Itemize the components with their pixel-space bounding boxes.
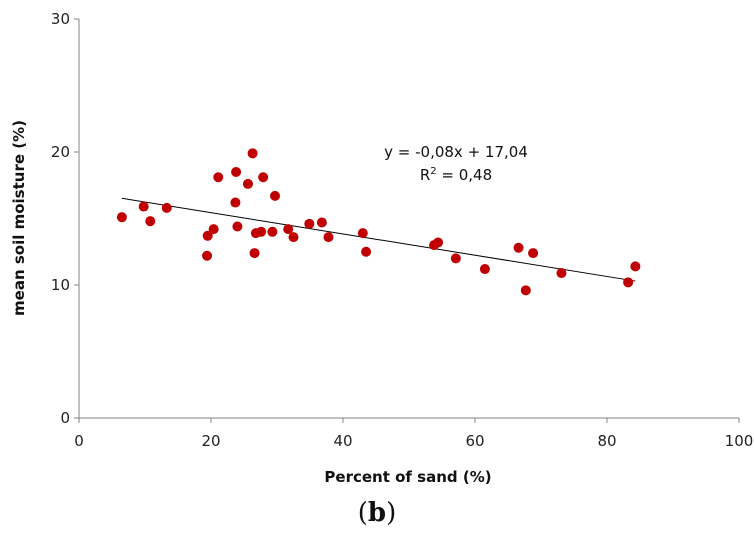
data-point [213, 172, 224, 183]
data-point [528, 248, 539, 259]
x-tick-label: 100 [725, 432, 754, 450]
y-tick-label: 0 [60, 409, 70, 427]
data-point [267, 226, 278, 237]
regression-equation: y = -0,08x + 17,04 [384, 143, 528, 161]
r-squared-value: = 0,48 [437, 166, 493, 184]
data-point [202, 250, 213, 261]
data-point [361, 246, 372, 257]
y-axis-title: mean soil moisture (%) [10, 120, 28, 316]
caption-open-paren: ( [357, 498, 368, 528]
data-point [450, 253, 461, 264]
caption-close-paren: ) [386, 498, 397, 528]
y-tick-label: 30 [51, 10, 70, 28]
data-point [247, 148, 258, 159]
caption-letter: b [367, 498, 387, 528]
data-point [623, 277, 634, 288]
data-point [357, 228, 368, 239]
x-tick-label: 20 [201, 432, 220, 450]
data-point [556, 268, 567, 279]
data-point [256, 226, 267, 237]
x-tick-label: 0 [74, 432, 84, 450]
data-point [479, 264, 490, 275]
data-point [304, 218, 315, 229]
y-tick-label: 10 [51, 276, 70, 294]
data-point [145, 216, 156, 227]
r-squared-label: R2 = 0,48 [420, 166, 492, 184]
trendline [121, 197, 636, 282]
ticks: 0 10 20 30 0 20 40 60 80 100 [51, 10, 753, 450]
figure-caption: (b) [0, 498, 754, 528]
data-point [161, 202, 172, 213]
data-point [202, 230, 213, 241]
data-point [283, 224, 294, 235]
data-point [242, 178, 253, 189]
data-points [116, 148, 641, 296]
x-axis-title: Percent of sand (%) [324, 468, 491, 486]
data-point [270, 190, 281, 201]
data-point [230, 197, 241, 208]
data-point [323, 232, 334, 243]
data-point [433, 237, 444, 248]
x-tick-label: 60 [465, 432, 484, 450]
data-point [231, 166, 242, 177]
data-point [232, 221, 243, 232]
y-tick-label: 20 [51, 143, 70, 161]
data-point [249, 248, 260, 259]
data-point [116, 212, 127, 223]
x-tick-label: 40 [333, 432, 352, 450]
data-point [630, 261, 641, 272]
data-point [513, 242, 524, 253]
data-point [138, 201, 149, 212]
trendline-group [121, 197, 636, 282]
data-point [288, 232, 299, 243]
data-point [208, 224, 219, 235]
axes [78, 19, 739, 419]
r-squared-letter: R [420, 166, 430, 184]
data-point [316, 217, 327, 228]
x-tick-label: 80 [597, 432, 616, 450]
data-point [258, 172, 269, 183]
data-point [520, 285, 531, 296]
r-squared-superscript: 2 [430, 166, 436, 177]
